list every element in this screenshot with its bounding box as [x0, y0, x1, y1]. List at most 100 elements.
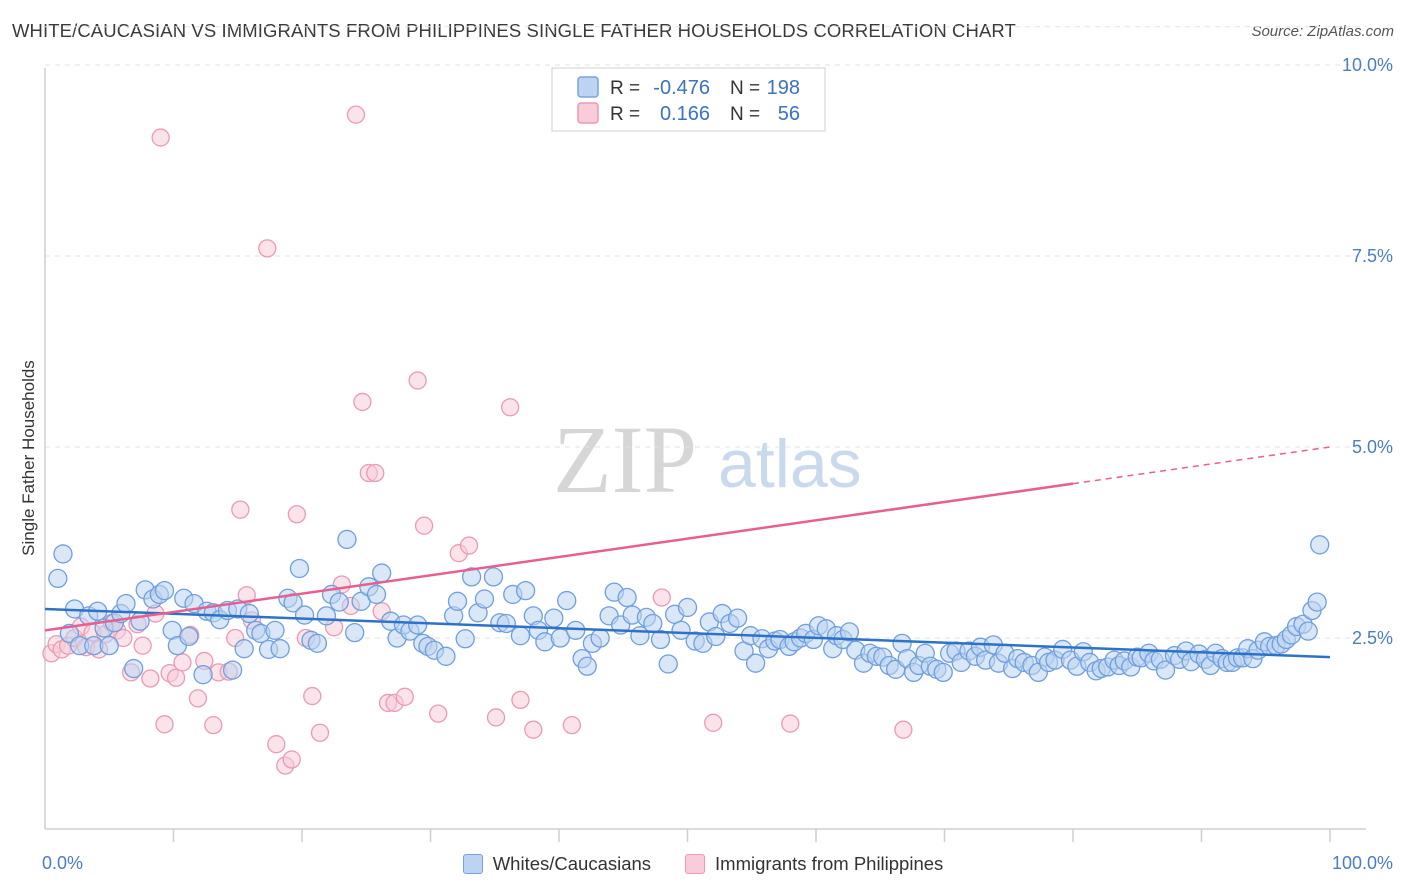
y-tick-label: 7.5% — [1352, 246, 1393, 266]
philippines-point — [459, 536, 479, 555]
stats-r-label-pink: R = — [610, 104, 640, 125]
whites-point — [239, 603, 259, 624]
philippines-point — [652, 588, 671, 607]
whites-point — [650, 629, 671, 650]
whites-point — [671, 620, 691, 641]
whites-point — [329, 592, 349, 612]
x-tick-label-max: 100.0% — [1332, 853, 1393, 873]
philippines-point — [133, 636, 152, 655]
philippines-point — [151, 128, 170, 147]
watermark-atlas: atlas — [718, 426, 862, 502]
philippines-point — [141, 669, 160, 688]
whites-point — [474, 589, 495, 609]
whites-point — [436, 646, 456, 666]
whites-point — [289, 558, 310, 579]
philippines-point — [395, 687, 414, 706]
whites-point — [407, 615, 428, 635]
whites-point — [566, 620, 586, 641]
stats-n-label-blue: N = — [730, 78, 760, 99]
stats-swatch-pink — [577, 102, 599, 124]
stats-swatch-blue — [577, 76, 599, 98]
whites-point — [193, 665, 213, 685]
philippines-point — [166, 668, 186, 687]
whites-point — [234, 639, 254, 659]
philippines-point — [231, 500, 250, 519]
whites-point — [727, 608, 748, 628]
whites-point — [617, 587, 637, 608]
philippines-point — [429, 704, 448, 723]
whites-point — [510, 626, 531, 646]
whites-point — [745, 653, 766, 673]
whites-point — [337, 529, 357, 550]
philippines-point — [303, 686, 322, 706]
y-tick-label: 10.0% — [1342, 55, 1393, 75]
y-tick-label: 5.0% — [1352, 437, 1393, 457]
philippines-point — [310, 723, 330, 742]
whites-point — [643, 613, 663, 634]
whites-point — [461, 567, 482, 587]
legend-item-whites[interactable]: Whites/Caucasians — [462, 853, 652, 875]
stats-n-label-pink: N = — [730, 104, 760, 125]
series-whites-points — [48, 529, 1330, 685]
philippines-point — [173, 653, 192, 672]
y-axis-label: Single Father Households — [19, 360, 38, 556]
philippines-point — [287, 505, 307, 524]
trend-lines — [44, 446, 1331, 659]
whites-point — [48, 568, 68, 589]
whites-point — [307, 633, 328, 653]
legend-item-philippines[interactable]: Immigrants from Philippines — [685, 853, 943, 875]
philippines-point — [511, 690, 530, 710]
whites-point — [124, 658, 144, 679]
philippines-point — [562, 715, 581, 735]
philippines-point — [204, 715, 223, 735]
whites-point — [1298, 621, 1318, 641]
philippines-point — [781, 714, 800, 733]
stats-r-label-blue: R = — [610, 78, 640, 99]
philippines-point — [237, 586, 256, 605]
philippines-point — [501, 398, 520, 417]
whites-point — [270, 639, 290, 659]
trend-line-philippines-extension — [1072, 446, 1331, 485]
trend-line-philippines — [44, 482, 1074, 632]
philippines-point — [524, 720, 543, 739]
whites-point — [839, 622, 860, 642]
legend-label-whites: Whites/Caucasians — [492, 853, 652, 874]
whites-point — [345, 623, 365, 643]
watermark: ZIP atlas — [553, 406, 862, 513]
legend-swatch-philippines — [685, 854, 706, 874]
whites-point — [99, 635, 119, 656]
whites-point — [496, 613, 516, 634]
philippines-point — [258, 239, 277, 258]
legend-label-philippines: Immigrants from Philippines — [715, 853, 944, 874]
whites-point — [1307, 592, 1327, 612]
whites-point — [316, 606, 337, 626]
philippines-point — [894, 720, 913, 739]
whites-point — [557, 590, 577, 611]
whites-point — [515, 580, 536, 601]
whites-point — [366, 584, 387, 605]
stats-box: R = -0.476 N = 198 R = 0.166 N = 56 — [551, 67, 826, 132]
x-tick-marks — [172, 829, 1331, 842]
whites-point — [372, 563, 392, 583]
philippines-point — [704, 713, 723, 732]
whites-point — [483, 567, 504, 587]
watermark-zip: ZIP — [553, 406, 697, 513]
philippines-point — [267, 735, 286, 754]
x-tick-label-min: 0.0% — [42, 853, 83, 873]
whites-point — [933, 662, 953, 683]
whites-point — [658, 654, 678, 674]
philippines-point — [346, 105, 366, 124]
stats-r-value-blue: -0.476 — [653, 77, 710, 99]
philippines-point — [486, 708, 506, 727]
whites-point — [265, 620, 285, 641]
whites-point — [1155, 660, 1176, 680]
philippines-point — [366, 463, 385, 483]
whites-point — [53, 544, 73, 564]
stats-r-value-pink: 0.166 — [660, 103, 710, 125]
whites-point — [590, 628, 610, 648]
whites-point — [179, 626, 199, 647]
trend-line-whites — [44, 607, 1331, 659]
philippines-point — [188, 689, 208, 708]
stats-n-value-pink: 56 — [778, 103, 800, 125]
